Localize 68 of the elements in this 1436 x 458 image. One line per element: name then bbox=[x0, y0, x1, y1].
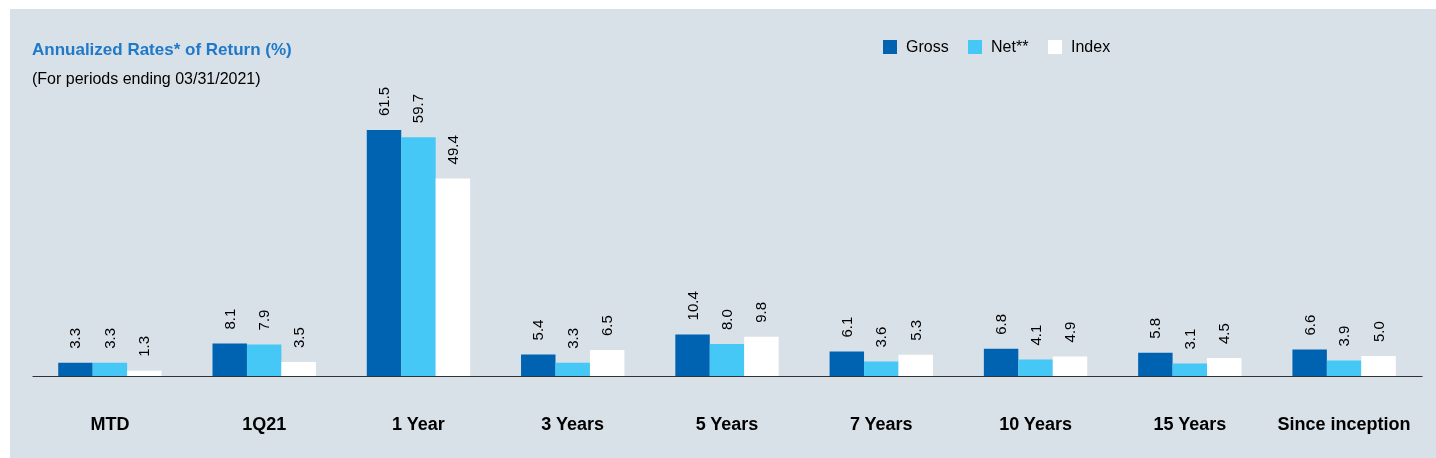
data-label: 3.3 bbox=[100, 327, 118, 349]
x-tick-label: 5 Years bbox=[695, 413, 759, 434]
data-label: 6.8 bbox=[992, 313, 1010, 335]
data-label: 4.9 bbox=[1061, 321, 1078, 343]
bar bbox=[246, 344, 282, 376]
bar bbox=[864, 361, 899, 376]
x-tick-label: 1Q21 bbox=[242, 413, 287, 434]
bar bbox=[744, 336, 779, 376]
data-label: 6.6 bbox=[1300, 314, 1318, 336]
bar bbox=[898, 354, 933, 376]
data-label: 9.8 bbox=[752, 301, 770, 323]
bar bbox=[829, 351, 865, 376]
legend-label: Net** bbox=[991, 38, 1029, 55]
x-tick-label: MTD bbox=[90, 413, 130, 434]
data-label: 3.5 bbox=[289, 327, 307, 348]
data-label: 6.5 bbox=[598, 315, 616, 336]
bar bbox=[555, 362, 590, 376]
bar bbox=[675, 334, 710, 376]
bar bbox=[58, 362, 93, 376]
bar bbox=[1292, 349, 1327, 376]
data-label: 5.4 bbox=[529, 319, 547, 341]
legend-label: Index bbox=[1071, 38, 1111, 55]
bar bbox=[1207, 358, 1242, 376]
x-tick-label: 3 Years bbox=[541, 413, 605, 434]
x-tick-label: 10 Years bbox=[999, 413, 1072, 434]
data-label: 4.5 bbox=[1215, 323, 1233, 344]
data-label: 5.8 bbox=[1146, 317, 1164, 339]
data-label: 3.6 bbox=[872, 326, 890, 348]
data-label: 5.3 bbox=[906, 319, 924, 341]
data-label: 7.9 bbox=[255, 309, 273, 331]
bar bbox=[401, 137, 436, 376]
data-label: 3.9 bbox=[1335, 325, 1353, 347]
bar bbox=[366, 130, 402, 376]
bar bbox=[521, 354, 556, 376]
bar bbox=[212, 343, 247, 376]
bar bbox=[1326, 360, 1362, 376]
data-label: 8.1 bbox=[220, 308, 238, 330]
bar bbox=[1052, 356, 1088, 376]
data-label: 3.3 bbox=[563, 327, 581, 349]
data-label: 4.1 bbox=[1026, 324, 1044, 346]
bar bbox=[983, 348, 1019, 376]
bar bbox=[1018, 359, 1053, 376]
x-tick-label: 1 Year bbox=[392, 413, 445, 434]
bar bbox=[709, 344, 745, 376]
data-label: 10.4 bbox=[683, 291, 701, 321]
data-label: 5.0 bbox=[1369, 321, 1387, 342]
chart-subtitle: (For periods ending 03/31/2021) bbox=[32, 70, 261, 87]
legend-label: Gross bbox=[906, 38, 949, 55]
bar bbox=[435, 178, 471, 376]
data-label: 3.1 bbox=[1180, 328, 1198, 350]
x-tick-label: 7 Years bbox=[849, 413, 913, 434]
data-label: 49.4 bbox=[443, 135, 461, 165]
chart-title: Annualized Rates* of Return (%) bbox=[32, 40, 292, 59]
bar bbox=[127, 370, 162, 376]
data-label: 3.3 bbox=[66, 327, 84, 349]
bar bbox=[92, 362, 128, 376]
bar bbox=[1172, 363, 1208, 376]
data-label: 61.5 bbox=[375, 86, 392, 116]
x-tick-label: Since inception bbox=[1277, 413, 1411, 434]
bar bbox=[589, 350, 625, 376]
bar bbox=[1361, 356, 1396, 376]
data-label: 8.0 bbox=[718, 309, 735, 330]
data-label: 59.7 bbox=[409, 94, 427, 124]
data-label: 1.3 bbox=[135, 335, 153, 357]
data-label: 6.1 bbox=[837, 316, 855, 338]
bar bbox=[281, 362, 316, 376]
bar bbox=[1138, 352, 1173, 376]
x-tick-label: 15 Years bbox=[1153, 413, 1227, 434]
